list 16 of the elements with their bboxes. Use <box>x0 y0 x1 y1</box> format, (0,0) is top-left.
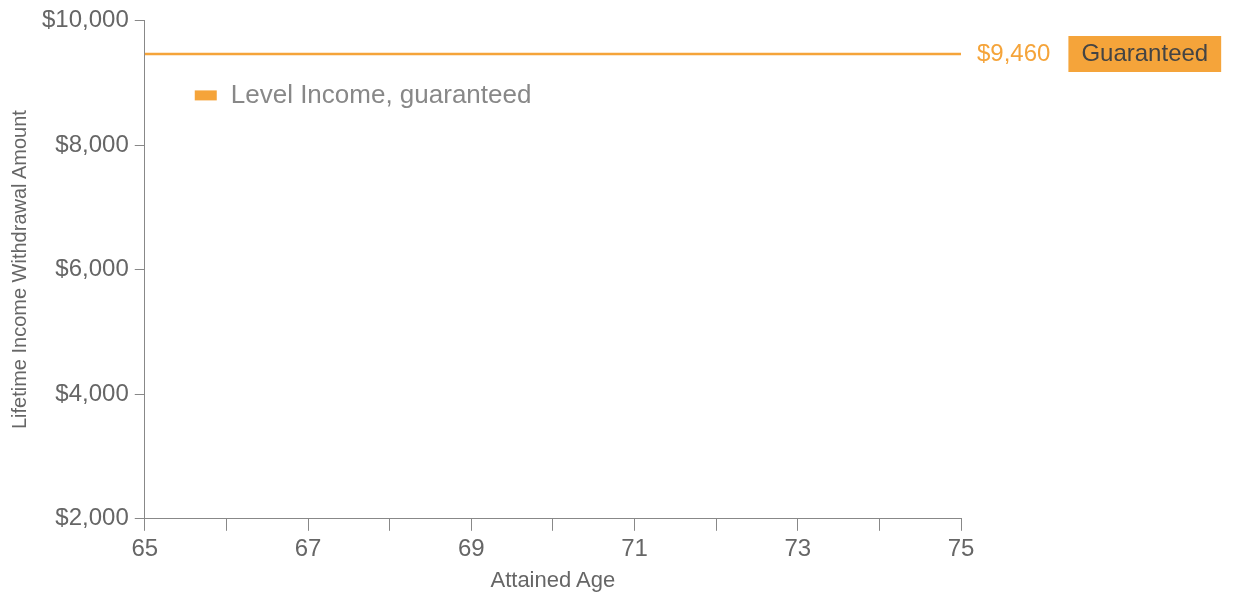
y-tick-label: $2,000 <box>55 503 129 531</box>
y-tick-label: $4,000 <box>55 378 129 406</box>
text: Guaranteed <box>1081 38 1209 66</box>
y-tick-label: $10,000 <box>41 5 129 33</box>
annotation: $9,460 <box>977 38 1051 66</box>
y-axis-title: Lifetime Income Withdrawal Amount <box>7 109 30 430</box>
x-tick-label: 71 <box>621 533 648 561</box>
x-tick-label: 65 <box>131 533 159 561</box>
x-tick-label: 69 <box>457 533 485 561</box>
y-tick-label: $6,000 <box>55 254 129 282</box>
x-tick-label: 73 <box>784 533 812 561</box>
x-axis-title: Attained Age <box>490 566 616 592</box>
x-tick-label: 75 <box>947 533 975 561</box>
y-tick-label: $8,000 <box>55 129 129 157</box>
x-tick-label: 67 <box>294 533 322 561</box>
legend-label: Level Income, guaranteed <box>230 78 532 109</box>
